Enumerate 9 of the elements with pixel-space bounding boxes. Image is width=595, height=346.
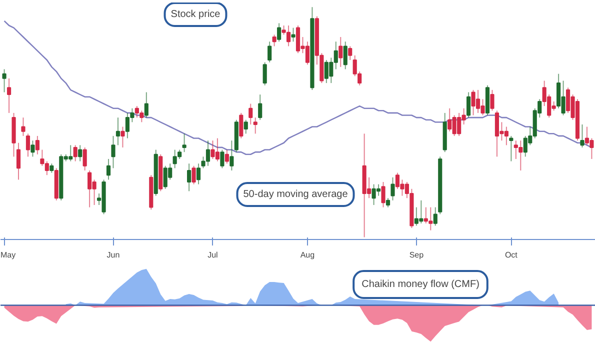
x-tick-label: Oct [504,250,518,260]
annotation: Chaikin money flow (CMF) [362,279,480,290]
x-tick-label: Aug [300,250,315,260]
annotation: Stock price [170,9,221,20]
x-tick-label: Sep [409,250,424,260]
x-tick-label: Jul [208,250,218,260]
annotation: 50-day moving average [243,189,348,200]
x-tick-label: Jun [106,250,120,260]
x-tick-label: May [0,250,16,260]
